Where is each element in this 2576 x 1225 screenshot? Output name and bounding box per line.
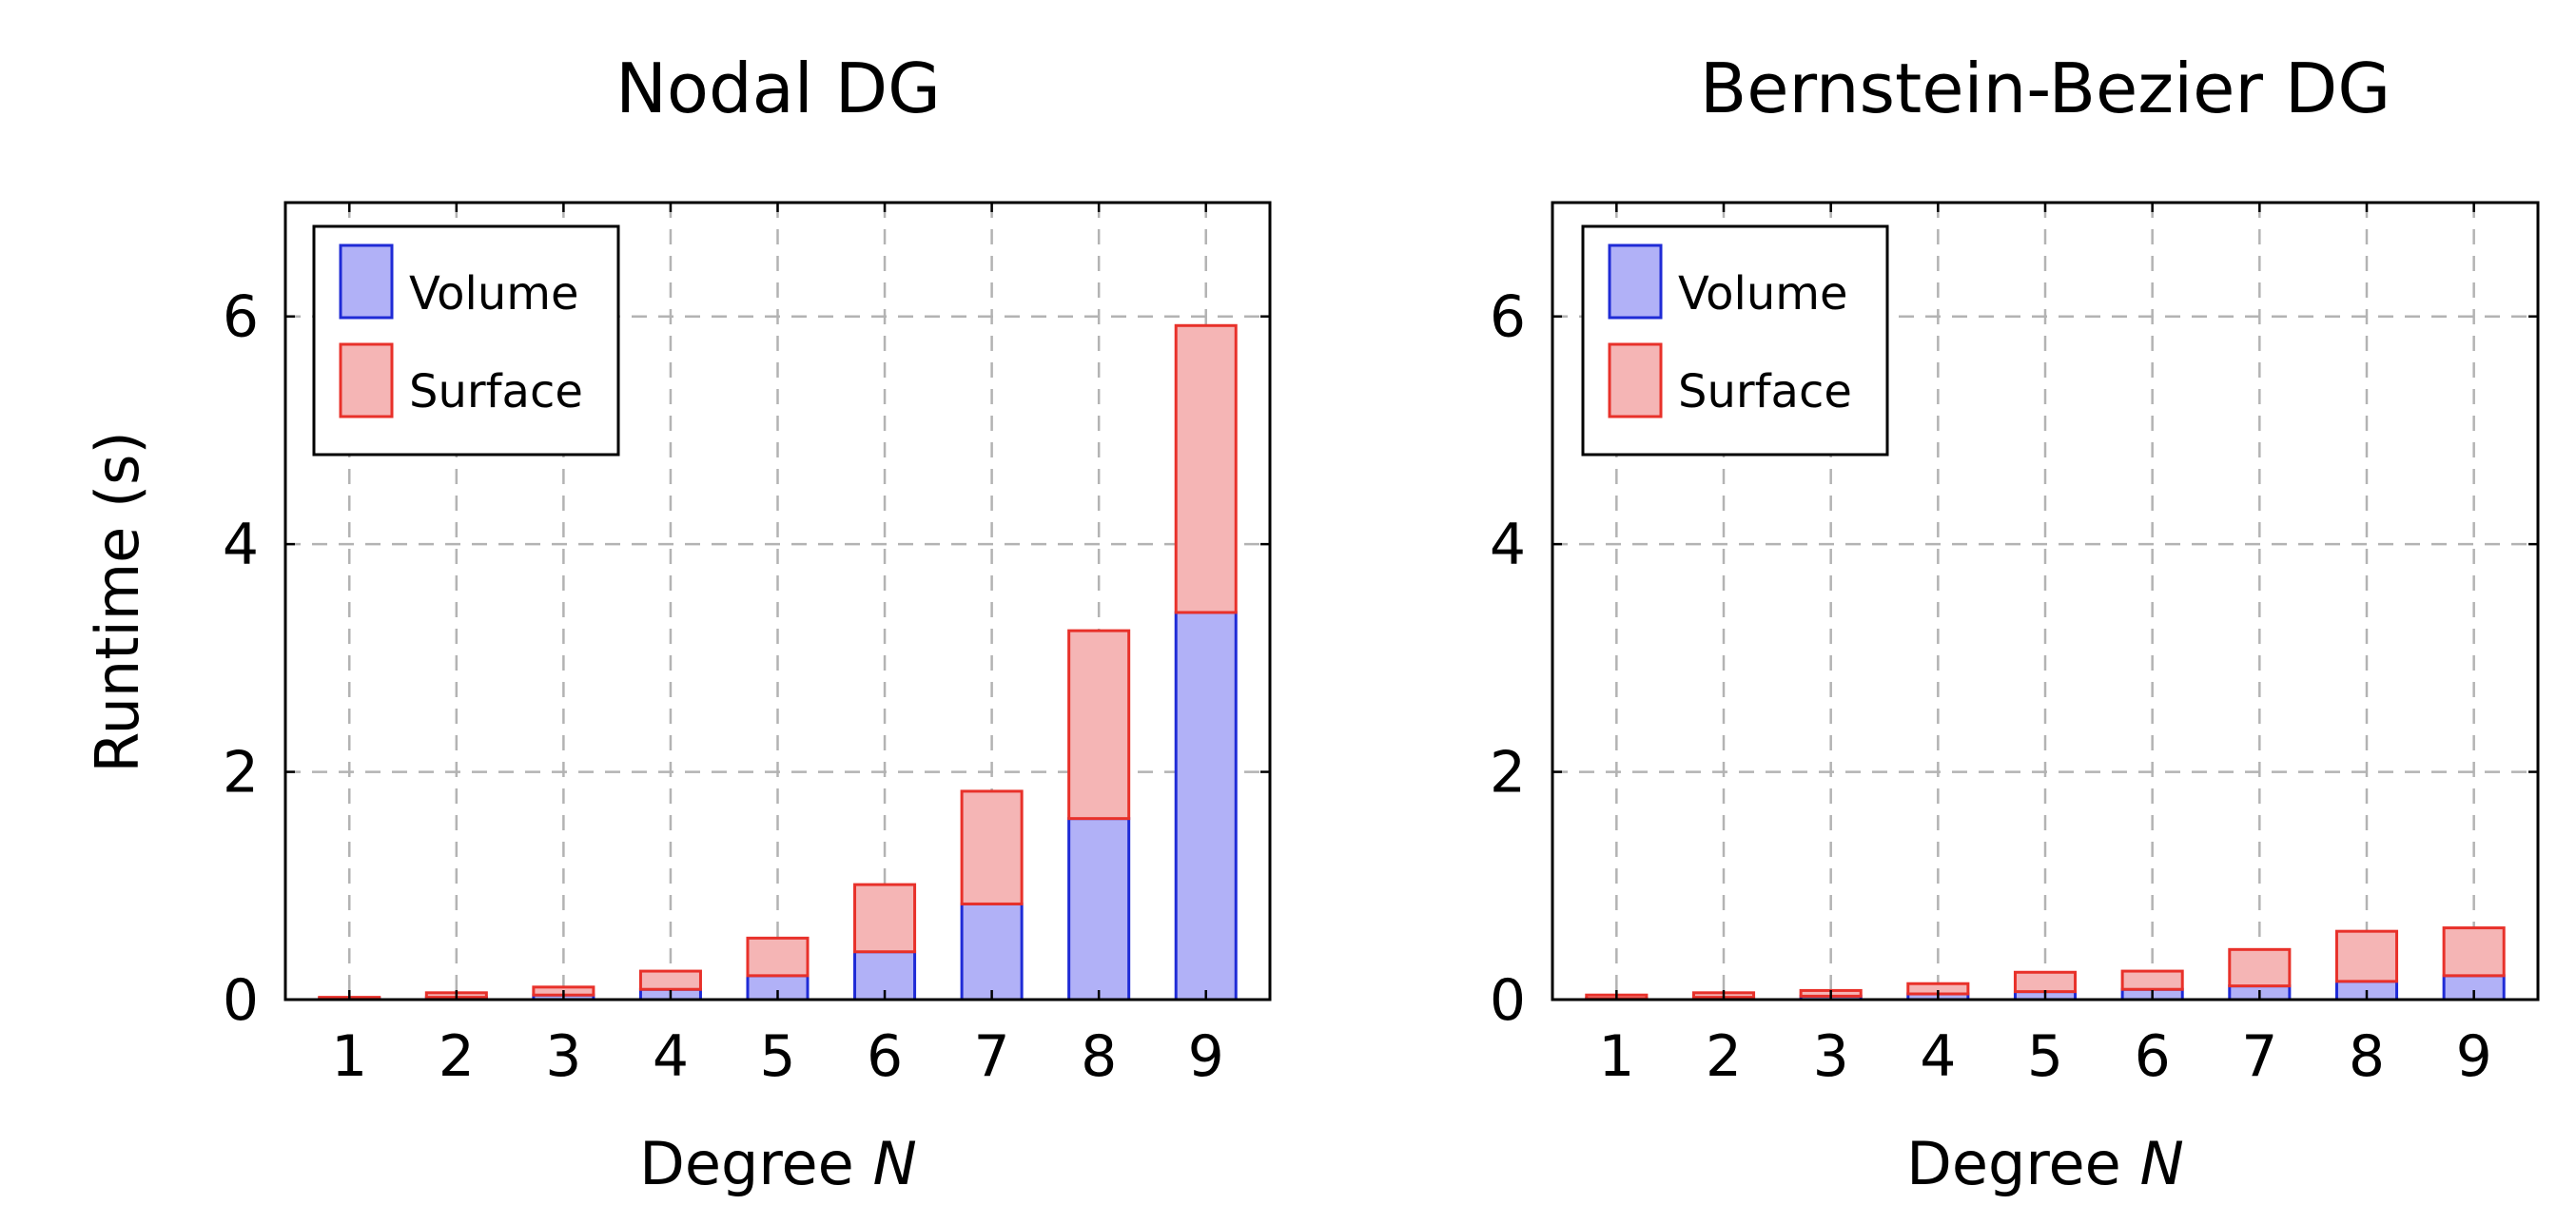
bar-surface-5	[746, 936, 810, 978]
x-tick-label: 7	[2241, 1023, 2277, 1090]
legend-swatch-volume	[339, 243, 394, 320]
x-tick-label: 9	[1188, 1023, 1224, 1090]
x-tick-label: 4	[1920, 1023, 1956, 1090]
x-tick-label: 2	[1706, 1023, 1742, 1090]
x-tick-label: 1	[1598, 1023, 1634, 1090]
chart-panel-nodal: Nodal DG Runtime (s) Degree N 1 2 3 4 5 6 7 8 9 0…	[83, 49, 1272, 1198]
ticks: 1 2 3 4 5 6 7 8 9 0 2 4 6	[223, 203, 1270, 1090]
bar-surface-6	[853, 883, 917, 954]
legend-swatch-surface	[339, 342, 394, 418]
bars	[318, 323, 1238, 1001]
y-tick-label: 2	[1490, 740, 1526, 807]
bar-surface-9	[2442, 926, 2506, 978]
y-tick-label: 0	[1490, 967, 1526, 1034]
legend: Volume Surface	[1581, 224, 1889, 457]
bar-surface-9	[1174, 323, 1238, 614]
x-tick-label: 1	[331, 1023, 367, 1090]
bar-surface-7	[960, 789, 1024, 905]
x-tick-label: 5	[2027, 1023, 2063, 1090]
x-axis-label: Degree N	[1906, 1129, 2184, 1198]
bar-surface-7	[2228, 947, 2292, 988]
legend-label-volume: Volume	[409, 267, 579, 321]
legend: Volume Surface	[312, 224, 620, 457]
bar-volume-9	[1174, 611, 1238, 1001]
chart-title: Nodal DG	[615, 49, 941, 128]
x-tick-label: 8	[2349, 1023, 2385, 1090]
bar-volume-8	[1067, 817, 1131, 1001]
x-tick-label: 3	[1813, 1023, 1849, 1090]
legend-swatch-volume	[1608, 243, 1663, 320]
chart-panel-bernstein-bezier: Bernstein-Bezier DG Degree N 1 2 3 4 5 6 7 8 9 0 2…	[1490, 49, 2540, 1198]
bar-surface-5	[2013, 970, 2078, 994]
x-tick-label: 2	[439, 1023, 475, 1090]
x-tick-label: 5	[759, 1023, 795, 1090]
y-tick-label: 6	[223, 284, 259, 351]
x-tick-label: 8	[1081, 1023, 1117, 1090]
y-tick-label: 2	[223, 740, 259, 807]
x-tick-label: 4	[653, 1023, 689, 1090]
chart-title: Bernstein-Bezier DG	[1700, 49, 2391, 128]
x-tick-label: 9	[2456, 1023, 2492, 1090]
legend-label-surface: Surface	[1678, 365, 1852, 418]
x-tick-label: 7	[974, 1023, 1010, 1090]
x-tick-label: 3	[545, 1023, 581, 1090]
y-tick-label: 4	[1490, 512, 1526, 578]
y-tick-label: 4	[223, 512, 259, 578]
bar-volume-7	[960, 902, 1024, 1001]
x-axis-label: Degree N	[639, 1129, 917, 1198]
y-tick-label: 0	[223, 967, 259, 1034]
bar-surface-8	[1067, 629, 1131, 821]
y-tick-label: 6	[1490, 284, 1526, 351]
ticks: 1 2 3 4 5 6 7 8 9 0 2 4 6	[1490, 203, 2538, 1090]
bar-surface-6	[2120, 969, 2184, 991]
x-tick-label: 6	[2135, 1023, 2171, 1090]
legend-label-volume: Volume	[1678, 267, 1848, 321]
y-axis-label: Runtime (s)	[83, 431, 152, 772]
bar-surface-8	[2334, 929, 2399, 983]
legend-swatch-surface	[1608, 342, 1663, 418]
legend-label-surface: Surface	[409, 365, 583, 418]
bar-surface-4	[638, 969, 702, 991]
x-tick-label: 6	[867, 1023, 903, 1090]
